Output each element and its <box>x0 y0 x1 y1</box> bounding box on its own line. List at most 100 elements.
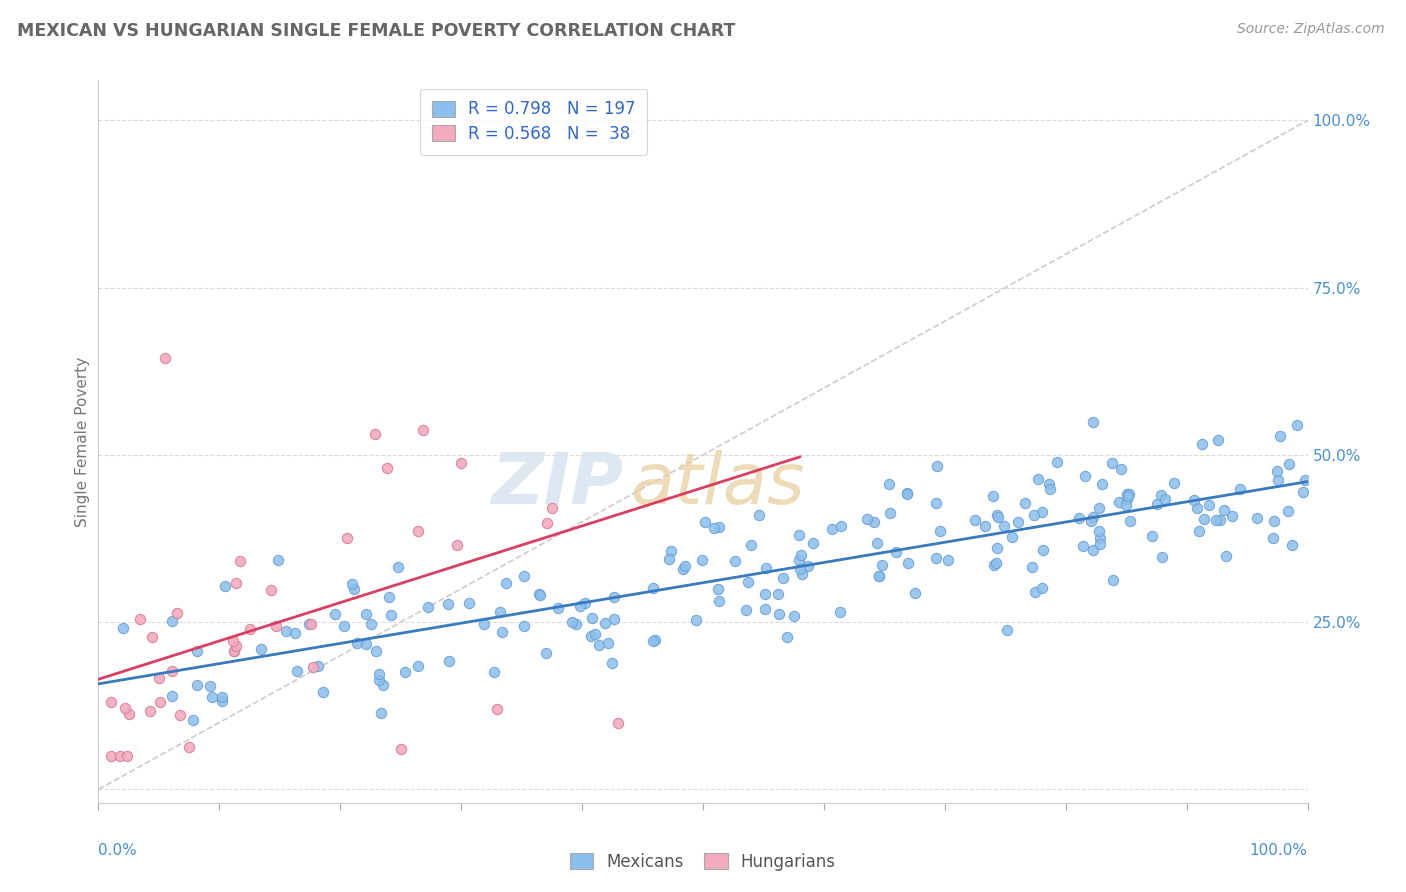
Point <box>418 600 440 615</box>
Point <box>707 582 730 597</box>
Point <box>540 501 562 516</box>
Point <box>367 673 389 687</box>
Point <box>412 424 434 438</box>
Point <box>491 625 513 640</box>
Point <box>149 695 172 709</box>
Point <box>593 615 616 630</box>
Point <box>534 647 557 661</box>
Point <box>1268 429 1291 443</box>
Point <box>283 626 305 640</box>
Point <box>1022 508 1045 522</box>
Point <box>748 508 770 523</box>
Point <box>222 634 245 648</box>
Point <box>333 619 356 633</box>
Point <box>276 624 298 638</box>
Point <box>375 461 398 475</box>
Point <box>796 558 818 573</box>
Point <box>1206 433 1229 447</box>
Point <box>166 606 188 620</box>
Point <box>225 575 247 590</box>
Point <box>211 694 233 708</box>
Point <box>565 617 588 632</box>
Point <box>458 595 481 609</box>
Point <box>569 599 592 613</box>
Point <box>1014 495 1036 509</box>
Point <box>1087 501 1109 516</box>
Point <box>1192 512 1215 526</box>
Point <box>561 615 583 630</box>
Point <box>754 587 776 601</box>
Point <box>963 513 986 527</box>
Point <box>644 633 666 648</box>
Point <box>987 510 1010 524</box>
Point <box>659 543 682 558</box>
Point <box>370 706 392 720</box>
Point <box>1038 477 1060 491</box>
Point <box>1109 461 1132 475</box>
Point <box>588 638 610 652</box>
Point <box>789 562 811 576</box>
Point <box>1074 468 1097 483</box>
Point <box>387 559 409 574</box>
Text: atlas: atlas <box>630 450 806 519</box>
Point <box>250 641 273 656</box>
Point <box>547 601 569 615</box>
Point <box>512 619 534 633</box>
Point <box>927 458 949 473</box>
Point <box>1101 456 1123 470</box>
Point <box>1032 543 1054 558</box>
Point <box>336 532 359 546</box>
Legend: R = 0.798   N = 197, R = 0.568   N =  38: R = 0.798 N = 197, R = 0.568 N = 38 <box>420 88 648 154</box>
Point <box>285 664 308 678</box>
Point <box>925 551 948 566</box>
Text: MEXICAN VS HUNGARIAN SINGLE FEMALE POVERTY CORRELATION CHART: MEXICAN VS HUNGARIAN SINGLE FEMALE POVER… <box>17 22 735 40</box>
Point <box>995 624 1018 638</box>
Point <box>1187 524 1209 538</box>
Point <box>129 612 152 626</box>
Point <box>896 486 918 500</box>
Point <box>100 696 122 710</box>
Point <box>821 522 844 536</box>
Point <box>1026 473 1049 487</box>
Point <box>1277 504 1299 518</box>
Point <box>1102 574 1125 588</box>
Point <box>186 644 208 658</box>
Point <box>1081 542 1104 557</box>
Point <box>141 630 163 644</box>
Point <box>929 524 952 538</box>
Point <box>108 749 131 764</box>
Point <box>446 538 468 552</box>
Point <box>574 596 596 610</box>
Point <box>1209 513 1232 527</box>
Point <box>1007 515 1029 529</box>
Point <box>264 619 287 633</box>
Point <box>789 527 811 541</box>
Point <box>536 516 558 530</box>
Point <box>162 665 184 679</box>
Point <box>707 520 730 534</box>
Point <box>312 685 335 699</box>
Point <box>366 644 388 658</box>
Point <box>169 707 191 722</box>
Point <box>986 557 1008 571</box>
Point <box>896 487 918 501</box>
Point <box>1090 537 1112 551</box>
Point <box>766 587 789 601</box>
Point <box>868 569 890 583</box>
Point <box>1108 495 1130 509</box>
Point <box>267 552 290 566</box>
Point <box>603 612 626 626</box>
Point <box>870 558 893 572</box>
Point <box>1115 491 1137 506</box>
Point <box>1267 473 1289 487</box>
Point <box>581 611 603 625</box>
Point <box>179 739 201 754</box>
Point <box>768 607 790 622</box>
Point <box>598 636 620 650</box>
Point <box>884 544 907 558</box>
Point <box>356 637 378 651</box>
Point <box>581 629 603 643</box>
Point <box>737 574 759 589</box>
Point <box>755 561 778 575</box>
Point <box>685 613 707 627</box>
